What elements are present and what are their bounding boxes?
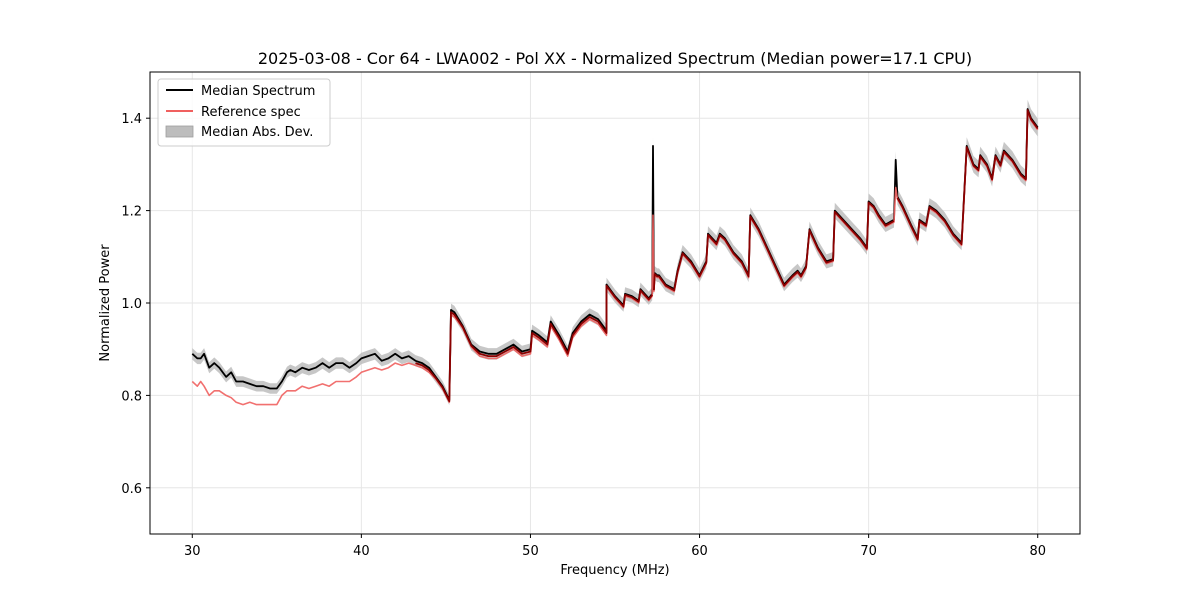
legend-label-median: Median Spectrum <box>201 84 315 99</box>
x-tick-label: 50 <box>522 544 539 559</box>
y-tick-label: 0.8 <box>121 389 142 404</box>
legend-label-reference: Reference spec <box>201 105 301 120</box>
y-tick-label: 1.4 <box>121 112 142 127</box>
legend-box <box>157 78 331 147</box>
y-axis-label: Normalized Power <box>98 244 113 362</box>
x-tick-label: 70 <box>860 544 877 559</box>
overlap-line <box>653 201 895 292</box>
x-tick-label: 60 <box>691 544 708 559</box>
x-axis-ticks: 30 40 50 60 70 80 <box>184 534 1046 559</box>
x-tick-label: 40 <box>353 544 370 559</box>
legend: Median Spectrum Reference spec Median Ab… <box>157 78 331 147</box>
legend-swatch-mad <box>165 125 194 138</box>
y-tick-label: 1.2 <box>121 205 142 220</box>
y-axis-ticks: 0.6 0.8 1.0 1.2 1.4 <box>121 112 150 497</box>
overlap-line <box>896 109 1039 246</box>
x-tick-label: 30 <box>184 544 201 559</box>
y-tick-label: 1.0 <box>121 297 142 312</box>
grid <box>150 72 1080 534</box>
chart-title: 2025-03-08 - Cor 64 - LWA002 - Pol XX - … <box>258 49 972 68</box>
series-lines <box>191 108 1039 406</box>
x-tick-label: 80 <box>1029 544 1046 559</box>
overlap-line <box>415 284 653 403</box>
y-tick-label: 0.6 <box>121 482 142 497</box>
legend-label-mad: Median Abs. Dev. <box>201 125 313 140</box>
x-axis-label: Frequency (MHz) <box>560 563 669 578</box>
